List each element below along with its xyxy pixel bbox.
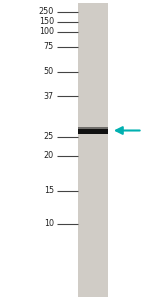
Text: 15: 15 (44, 186, 54, 195)
Bar (78, 3, 108, 297)
Text: 150: 150 (39, 17, 54, 26)
Text: 20: 20 (44, 152, 54, 160)
Bar (78, 127, 108, 134)
Text: 25: 25 (44, 132, 54, 141)
Text: 75: 75 (44, 42, 54, 51)
Text: 10: 10 (44, 219, 54, 228)
Text: 50: 50 (44, 68, 54, 76)
Text: 37: 37 (44, 92, 54, 100)
Text: 100: 100 (39, 27, 54, 36)
Text: 250: 250 (39, 8, 54, 16)
Bar (78, 127, 108, 128)
